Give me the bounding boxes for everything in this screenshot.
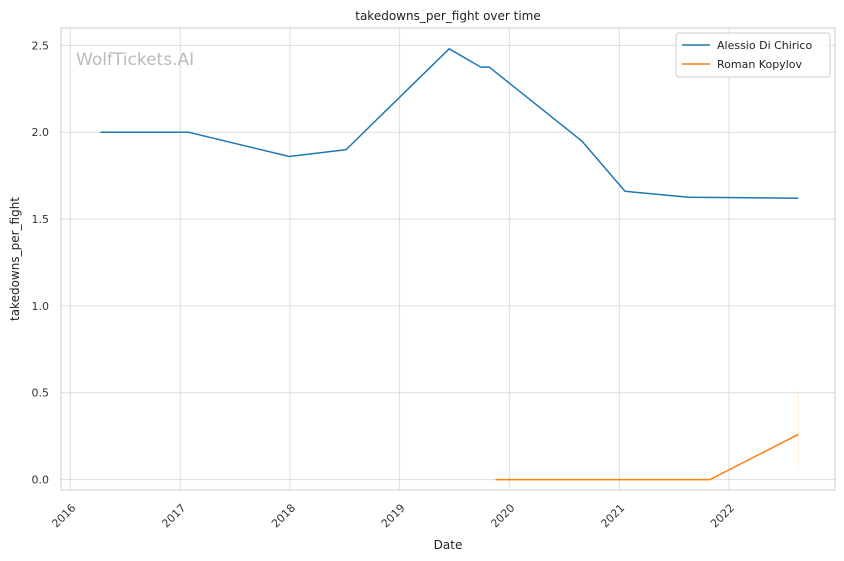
legend-label-roman-kopylov: Roman Kopylov bbox=[717, 58, 802, 71]
y-axis-label: takedowns_per_fight bbox=[8, 197, 22, 321]
series-line-alessio-di-chirico bbox=[100, 48, 799, 199]
chart-title: takedowns_per_fight over time bbox=[355, 9, 541, 23]
x-tick-label: 2021 bbox=[598, 501, 627, 530]
legend-label-alessio-di-chirico: Alessio Di Chirico bbox=[717, 39, 812, 52]
series-layer bbox=[100, 48, 799, 481]
y-tick-label: 1.5 bbox=[32, 213, 50, 226]
x-tick-label: 2018 bbox=[269, 501, 298, 530]
y-tick-labels: 0.0 0.5 1.0 1.5 2.0 2.5 bbox=[32, 39, 50, 486]
watermark: WolfTickets.AI bbox=[76, 50, 194, 70]
x-tick-label: 2016 bbox=[49, 501, 78, 530]
x-tick-label: 2022 bbox=[708, 501, 737, 530]
x-tick-label: 2017 bbox=[159, 501, 188, 530]
series-line-roman-kopylov bbox=[495, 433, 799, 481]
legend: Alessio Di Chirico Roman Kopylov bbox=[675, 32, 831, 78]
y-tick-label: 0.5 bbox=[32, 387, 50, 400]
plot-frame bbox=[60, 27, 836, 491]
x-tick-label: 2020 bbox=[488, 501, 517, 530]
x-axis-label: Date bbox=[434, 538, 463, 552]
y-tick-label: 1.0 bbox=[32, 300, 50, 313]
y-tick-label: 2.5 bbox=[32, 39, 50, 52]
grid bbox=[61, 28, 835, 490]
y-tick-label: 0.0 bbox=[32, 474, 50, 487]
y-tick-label: 2.0 bbox=[32, 126, 50, 139]
x-tick-label: 2019 bbox=[379, 501, 408, 530]
x-tick-labels: 2016 2017 2018 2019 2020 2021 2022 bbox=[49, 501, 737, 530]
legend-box bbox=[675, 32, 831, 78]
